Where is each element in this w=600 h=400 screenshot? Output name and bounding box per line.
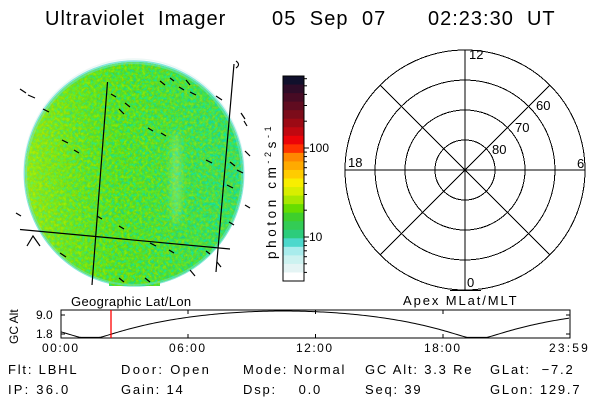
- svg-text:Mode: Normal: Mode: Normal: [243, 362, 346, 377]
- svg-text:18: 18: [348, 155, 362, 170]
- svg-text:23:59: 23:59: [549, 341, 590, 355]
- svg-text:6: 6: [577, 156, 584, 171]
- svg-text:60: 60: [536, 98, 550, 113]
- svg-text:Geographic Lat/Lon: Geographic Lat/Lon: [71, 294, 192, 309]
- svg-text:1.8: 1.8: [36, 327, 53, 341]
- svg-text:18:00: 18:00: [424, 341, 462, 355]
- svg-text:Ultraviolet Imager: Ultraviolet Imager: [45, 8, 226, 30]
- svg-text:GC Alt: 3.3 Re: GC Alt: 3.3 Re: [365, 362, 473, 377]
- svg-text:0: 0: [467, 275, 474, 290]
- svg-text:Apex MLat/MLT: Apex MLat/MLT: [403, 293, 519, 308]
- svg-text:00:00: 00:00: [42, 341, 80, 355]
- svg-text:GLon: 129.7: GLon: 129.7: [490, 382, 581, 397]
- svg-text:100: 100: [309, 141, 329, 155]
- svg-text:photon cm-2s-1: photon cm-2s-1: [263, 123, 279, 259]
- svg-text:GC Alt: GC Alt: [7, 309, 21, 344]
- svg-text:Door: Open: Door: Open: [121, 362, 211, 377]
- svg-text:Flt: LBHL: Flt: LBHL: [8, 362, 78, 377]
- svg-text:Gain: 14: Gain: 14: [121, 382, 185, 397]
- svg-text:12:00: 12:00: [296, 341, 334, 355]
- svg-text:12: 12: [469, 47, 483, 62]
- svg-text:06:00: 06:00: [169, 341, 207, 355]
- svg-text:IP: 36.0: IP: 36.0: [8, 382, 70, 397]
- svg-text:10: 10: [309, 230, 323, 244]
- svg-text:70: 70: [515, 120, 529, 135]
- svg-text:80: 80: [492, 142, 506, 157]
- svg-text:Seq: 39: Seq: 39: [365, 382, 422, 397]
- svg-text:05 Sep 07: 05 Sep 07: [272, 8, 386, 30]
- svg-text:Dsp: 0.0: Dsp: 0.0: [243, 382, 322, 397]
- svg-text:9.0: 9.0: [36, 308, 53, 322]
- svg-text:02:23:30 UT: 02:23:30 UT: [428, 8, 556, 30]
- svg-text:GLat: −7.2: GLat: −7.2: [490, 362, 574, 377]
